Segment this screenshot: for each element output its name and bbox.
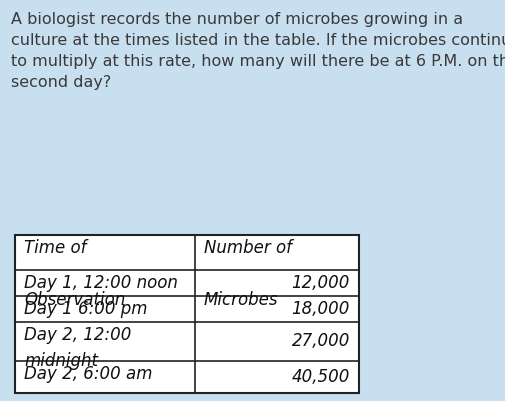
Text: Day 1 6:00 pm: Day 1 6:00 pm <box>24 300 148 318</box>
Text: Time of

Observation: Time of Observation <box>24 239 126 310</box>
Text: 40,500: 40,500 <box>292 368 350 386</box>
Text: A biologist records the number of microbes growing in a
culture at the times lis: A biologist records the number of microb… <box>11 12 505 90</box>
Text: 12,000: 12,000 <box>292 274 350 292</box>
Bar <box>15 235 360 393</box>
Text: 27,000: 27,000 <box>292 332 350 350</box>
Text: Day 2, 12:00
midnight: Day 2, 12:00 midnight <box>24 326 132 370</box>
Text: Number of

Microbes: Number of Microbes <box>204 239 292 310</box>
Text: Day 1, 12:00 noon: Day 1, 12:00 noon <box>24 274 178 292</box>
Text: 18,000: 18,000 <box>292 300 350 318</box>
Text: Day 2, 6:00 am: Day 2, 6:00 am <box>24 365 153 383</box>
